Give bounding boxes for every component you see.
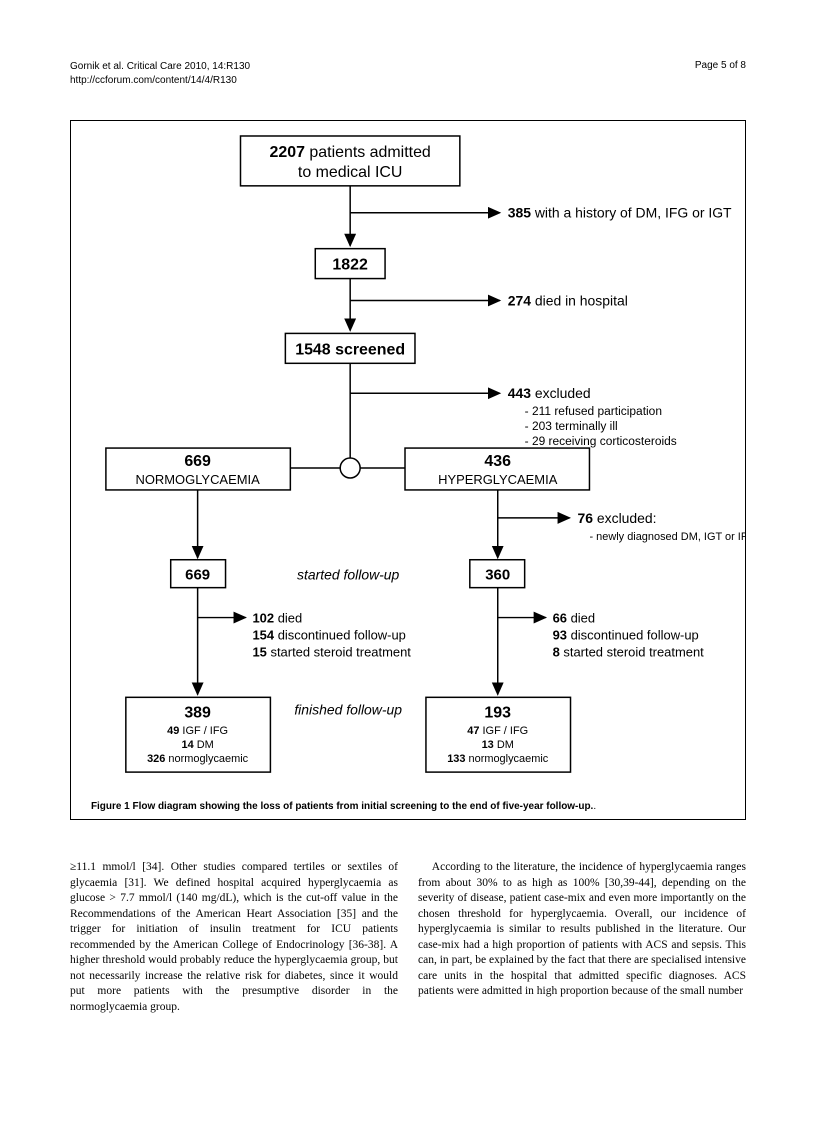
svg-text:133 normoglycaemic: 133 normoglycaemic (447, 753, 549, 765)
svg-text:8 started steroid treatment: 8 started steroid treatment (553, 644, 705, 659)
svg-text:102 died: 102 died (252, 611, 302, 626)
flowchart-svg: 2207 patients admitted to medical ICU 38… (71, 121, 745, 819)
svg-text:360: 360 (485, 567, 510, 584)
header-citation: Gornik et al. Critical Care 2010, 14:R13… (70, 60, 250, 88)
svg-text:started follow-up: started follow-up (297, 567, 400, 583)
citation-url: http://ccforum.com/content/14/4/R130 (70, 74, 250, 88)
body-text: ≥11.1 mmol/l [34]. Other studies compare… (70, 860, 746, 1015)
svg-text:1548 screened: 1548 screened (295, 341, 405, 358)
svg-text:- 203 terminally ill: - 203 terminally ill (525, 419, 618, 433)
svg-text:436: 436 (484, 453, 511, 470)
svg-text:NORMOGLYCAEMIA: NORMOGLYCAEMIA (135, 472, 260, 487)
svg-text:389: 389 (184, 704, 211, 721)
page-number: Page 5 of 8 (695, 60, 746, 71)
svg-text:669: 669 (185, 567, 210, 584)
svg-text:274 died in hospital: 274 died in hospital (508, 292, 628, 308)
svg-text:669: 669 (184, 453, 211, 470)
svg-text:finished follow-up: finished follow-up (294, 701, 402, 717)
svg-text:1822: 1822 (332, 257, 368, 274)
svg-text:66 died: 66 died (553, 611, 596, 626)
svg-text:13 DM: 13 DM (482, 739, 514, 751)
svg-text:443 excluded: 443 excluded (508, 385, 591, 401)
svg-text:to medical ICU: to medical ICU (298, 164, 403, 181)
svg-text:- 211 refused participation: - 211 refused participation (525, 404, 662, 418)
svg-text:15 started steroid treatment: 15 started steroid treatment (252, 644, 411, 659)
figure-1-frame: 2207 patients admitted to medical ICU 38… (70, 120, 746, 820)
svg-text:76 excluded:: 76 excluded: (577, 510, 656, 526)
svg-text:49 IGF / IFG: 49 IGF / IFG (167, 725, 228, 737)
svg-text:- 29 receiving corticosteroids: - 29 receiving corticosteroids (525, 434, 677, 448)
svg-text:47 IGF / IFG: 47 IGF / IFG (467, 725, 528, 737)
body-para-2: According to the literature, the inciden… (418, 861, 746, 997)
svg-text:14 DM: 14 DM (181, 739, 213, 751)
citation-line: Gornik et al. Critical Care 2010, 14:R13… (70, 60, 250, 74)
svg-text:93 discontinued follow-up: 93 discontinued follow-up (553, 627, 699, 642)
svg-text:- newly diagnosed DM, IGT or I: - newly diagnosed DM, IGT or IFG (589, 531, 745, 543)
svg-text:193: 193 (484, 704, 511, 721)
svg-text:Figure 1 Flow diagram showing: Figure 1 Flow diagram showing the loss o… (91, 801, 596, 812)
body-para-1: ≥11.1 mmol/l [34]. Other studies compare… (70, 861, 398, 1013)
svg-text:HYPERGLYCAEMIA: HYPERGLYCAEMIA (438, 472, 558, 487)
svg-text:385 with a history of DM, IFG: 385 with a history of DM, IFG or IGT (508, 205, 732, 221)
svg-text:326 normoglycaemic: 326 normoglycaemic (147, 753, 249, 765)
svg-text:154 discontinued follow-up: 154 discontinued follow-up (252, 627, 405, 642)
svg-text:2207 patients admitted: 2207 patients admitted (270, 144, 431, 161)
